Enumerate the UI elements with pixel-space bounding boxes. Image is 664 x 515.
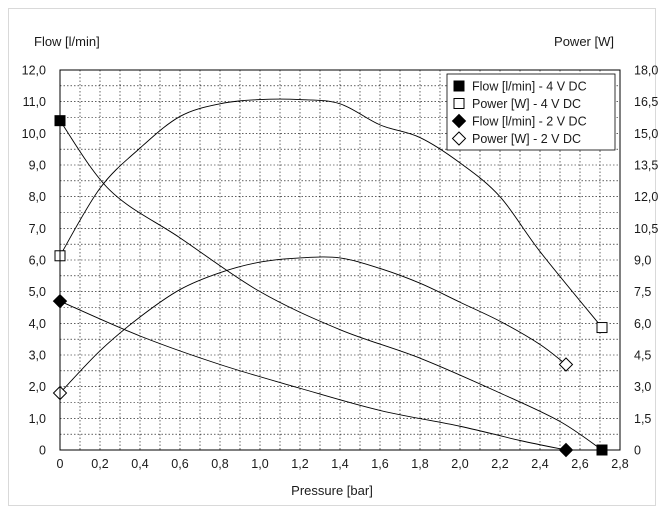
legend-marker [453, 98, 465, 109]
y-right-tick-label: 9,0 [634, 254, 651, 268]
y-left-tick-label: 12,0 [22, 64, 46, 78]
legend: Flow [l/min] - 4 V DC Power [W] - 4 V DC F… [446, 73, 616, 151]
y-right-tick-label: 0 [634, 444, 641, 458]
y-left-tick-label: 4,0 [29, 317, 46, 331]
legend-marker [451, 131, 467, 146]
x-tick-label: 2,0 [451, 457, 468, 471]
x-tick-label: 0 [57, 457, 64, 471]
y-right-tick-label: 6,0 [634, 317, 651, 331]
plot-area-border [59, 69, 621, 451]
series-lines [59, 98, 603, 451]
y-right-tick-label: 13,5 [634, 159, 658, 173]
legend-box [446, 73, 616, 151]
x-tick-label: 0,6 [171, 457, 188, 471]
y-left-tick-label: 1,0 [29, 412, 46, 426]
y-left-tick-label: 2,0 [29, 380, 46, 394]
y-left-tick-label: 6,0 [29, 254, 46, 268]
y-left-tick-label: 0 [39, 444, 46, 458]
x-tick-label: 1,6 [371, 457, 388, 471]
y-right-tick-label: 1,5 [634, 412, 651, 426]
y-right-tick-label: 18,0 [634, 64, 658, 78]
series-markers [52, 115, 608, 458]
x-tick-label: 0,4 [131, 457, 148, 471]
legend-marker [453, 80, 465, 92]
x-tick-label: 2,2 [491, 457, 508, 471]
chart-frame [8, 8, 656, 506]
legend-label: Flow [l/min] - 2 V DC [472, 115, 587, 129]
y-right-tick-label: 16,5 [634, 95, 658, 109]
series-line-3 [59, 300, 567, 451]
y-right-tick-label: 12,0 [634, 190, 658, 204]
x-tick-label: 0,2 [91, 457, 108, 471]
tick-labels: 0 0,2 0,4 0,6 0,8 1,0 1,2 1,4 1,6 1,8 2,0 2,2 2,4 2,6… [22, 64, 659, 472]
y-right-tick-label: 4,5 [634, 349, 651, 363]
grid-lines [60, 70, 620, 450]
y-right-tick-label: 7,5 [634, 285, 651, 299]
y-left-tick-label: 7,0 [29, 222, 46, 236]
series-line-4 [59, 256, 567, 394]
series-line-1 [59, 120, 603, 451]
x-axis-title: Pressure [bar] [291, 483, 373, 498]
legend-marker [451, 113, 467, 129]
y-axis-left-title: Flow [l/min] [34, 34, 100, 49]
y-left-tick-label: 8,0 [29, 190, 46, 204]
x-tick-label: 2,6 [571, 457, 588, 471]
x-tick-label: 1,0 [251, 457, 268, 471]
y-left-tick-label: 10,0 [22, 127, 46, 141]
x-tick-label: 0,8 [211, 457, 228, 471]
legend-label: Flow [l/min] - 4 V DC [472, 80, 587, 94]
data-point-marker [558, 357, 574, 372]
x-tick-label: 1,8 [411, 457, 428, 471]
y-left-tick-label: 9,0 [29, 159, 46, 173]
x-tick-label: 2,8 [611, 457, 628, 471]
legend-label: Power [W] - 2 V DC [472, 132, 581, 146]
y-left-tick-label: 3,0 [29, 349, 46, 363]
series-line-2 [59, 98, 603, 328]
y-right-tick-label: 3,0 [634, 380, 651, 394]
data-point-marker [596, 322, 608, 334]
y-axis-right-title: Power [W] [554, 34, 614, 49]
y-right-tick-label: 15,0 [634, 127, 658, 141]
y-left-tick-label: 11,0 [23, 95, 46, 109]
x-tick-label: 2,4 [531, 457, 548, 471]
legend-label: Power [W] - 4 V DC [472, 97, 581, 111]
x-tick-label: 1,4 [331, 457, 348, 471]
x-tick-label: 1,2 [291, 457, 308, 471]
y-left-tick-label: 5,0 [29, 285, 46, 299]
y-right-tick-label: 10,5 [634, 222, 658, 236]
